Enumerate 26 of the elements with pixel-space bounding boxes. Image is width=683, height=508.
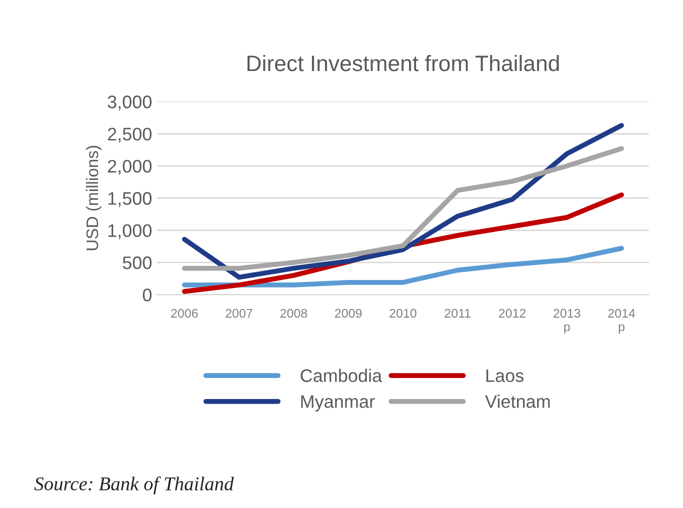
x-tick-label: 2013 p (554, 308, 580, 334)
y-tick-label: 1,000 (108, 224, 152, 240)
x-tick-label: 2011 (444, 308, 470, 318)
y-tick-label: 2,000 (108, 160, 152, 175)
y-tick-label: 2,500 (108, 128, 152, 143)
chart-title: Direct Investment from Thailand (248, 54, 559, 72)
legend-label: Vietnam (485, 394, 550, 408)
line-series (182, 122, 624, 280)
y-axis-title: USD (millions) (86, 146, 102, 250)
legend-label: Laos (486, 369, 524, 382)
x-tick-label: 2006 (171, 308, 198, 318)
y-tick-label: 3,000 (108, 96, 152, 110)
line-series (182, 146, 624, 271)
y-tick-label: 500 (122, 256, 152, 270)
line-series (182, 246, 624, 288)
x-tick-label: 2008 (280, 308, 308, 318)
legend-label: Myanmar (301, 395, 375, 412)
x-tick-label: 2012 (498, 308, 526, 318)
legend-label: Cambodia (300, 368, 382, 382)
x-tick-label: 2009 (335, 308, 362, 318)
y-tick-label: 1,500 (108, 192, 152, 207)
x-tick-label: 2007 (226, 308, 252, 318)
source-note: Source: Bank of Thailand (34, 476, 234, 494)
x-tick-label: 2010 (390, 308, 416, 318)
y-tick-label: 0 (142, 288, 152, 302)
x-tick-label: 2014 p (608, 308, 636, 334)
